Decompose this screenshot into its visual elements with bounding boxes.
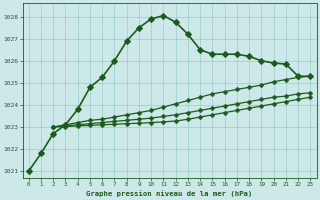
X-axis label: Graphe pression niveau de la mer (hPa): Graphe pression niveau de la mer (hPa) (86, 190, 253, 197)
